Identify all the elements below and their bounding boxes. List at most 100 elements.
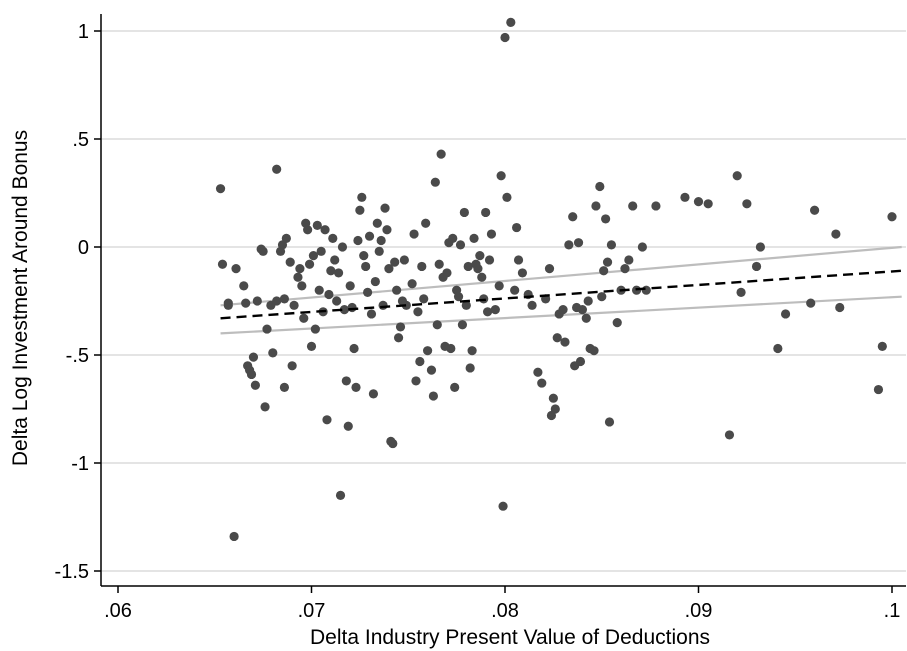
data-point: [475, 251, 485, 261]
data-point: [279, 294, 290, 304]
data-point: [345, 281, 355, 291]
data-point: [333, 268, 344, 278]
y-tick-label: -1.5: [55, 561, 89, 583]
data-point: [289, 300, 299, 310]
data-point: [310, 324, 320, 334]
data-point: [606, 240, 617, 250]
data-point: [339, 305, 349, 315]
data-point: [215, 184, 226, 194]
data-point: [517, 268, 528, 278]
data-point: [407, 279, 417, 289]
data-point: [297, 281, 307, 291]
data-point: [473, 264, 483, 274]
data-point: [359, 251, 369, 261]
data-point: [351, 382, 361, 392]
data-point: [229, 531, 239, 542]
data-point: [293, 272, 303, 282]
data-point: [392, 285, 402, 295]
data-point: [591, 201, 601, 211]
y-tick-label: 1: [78, 21, 89, 43]
x-tick-label: .06: [104, 600, 132, 622]
data-point: [349, 343, 359, 354]
data-point: [442, 268, 452, 278]
gridlines: [101, 30, 906, 572]
data-point: [602, 257, 613, 267]
data-point: [436, 149, 446, 159]
data-point: [366, 309, 377, 319]
data-point: [223, 300, 233, 310]
data-point: [560, 337, 570, 347]
data-point: [382, 225, 392, 235]
data-point: [467, 346, 477, 356]
data-point: [465, 363, 475, 373]
data-point: [368, 389, 379, 399]
data-point: [281, 233, 291, 243]
data-point: [831, 229, 841, 239]
data-point: [421, 218, 431, 228]
data-point: [548, 393, 558, 403]
data-point: [477, 272, 487, 282]
y-tick-label: 0: [78, 237, 89, 259]
data-point: [724, 430, 735, 440]
x-tick-label: .07: [298, 600, 326, 622]
data-point: [312, 220, 322, 230]
data-point: [506, 17, 516, 27]
data-point: [620, 264, 630, 274]
data-point: [597, 292, 607, 302]
data-point: [303, 225, 313, 235]
data-point: [390, 257, 400, 267]
data-point: [463, 261, 473, 272]
data-point: [279, 382, 290, 392]
data-point: [703, 199, 713, 209]
data-point: [372, 218, 382, 228]
data-point: [806, 298, 816, 308]
fitted-line-dashed: [220, 269, 902, 320]
data-point: [680, 192, 690, 202]
data-point: [527, 300, 537, 310]
data-point: [693, 197, 704, 207]
data-point: [595, 181, 605, 192]
data-point: [581, 313, 591, 323]
data-point: [363, 287, 373, 297]
data-point: [393, 333, 404, 343]
data-point: [415, 356, 425, 367]
data-point: [577, 305, 588, 315]
data-point: [239, 281, 249, 291]
data-point: [736, 287, 746, 297]
data-point: [434, 259, 444, 269]
y-tick-label: -1: [71, 453, 89, 475]
data-point: [589, 346, 599, 356]
data-point: [335, 490, 346, 500]
data-point: [481, 207, 491, 218]
axes: -1.5 -1 -.5 0 .5 1 .06 .07 .08 .09 .1: [55, 14, 906, 622]
data-point: [637, 242, 647, 252]
y-axis-label: Delta Log Investment Around Bonus: [9, 130, 32, 466]
data-point: [641, 285, 651, 295]
data-point: [380, 203, 390, 213]
data-point: [258, 246, 268, 256]
data-point: [252, 296, 262, 306]
data-point: [343, 421, 353, 431]
fitted-line: [220, 269, 902, 320]
data-point: [601, 214, 611, 224]
data-point: [742, 199, 752, 209]
data-point: [246, 369, 257, 380]
data-point: [502, 192, 512, 202]
data-point: [732, 171, 742, 181]
data-point: [231, 264, 241, 274]
data-point: [304, 259, 315, 269]
data-point: [378, 300, 388, 310]
data-point: [322, 415, 332, 425]
data-point: [512, 222, 522, 233]
data-point: [544, 264, 555, 274]
data-point: [320, 225, 330, 235]
data-point: [306, 341, 317, 351]
data-point: [376, 235, 386, 246]
data-point: [248, 352, 259, 362]
data-point: [374, 246, 384, 256]
data-point: [568, 212, 578, 222]
data-point: [285, 257, 295, 267]
data-point: [287, 361, 297, 371]
data-point: [316, 246, 326, 256]
